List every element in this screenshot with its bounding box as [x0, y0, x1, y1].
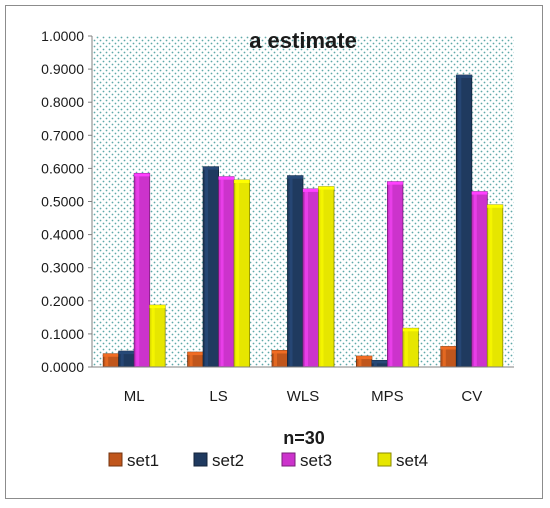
x-axis-title: n=30	[283, 428, 325, 448]
bar-cap	[456, 75, 472, 79]
y-tick-label: 1.0000	[41, 28, 84, 44]
bar-highlight	[220, 177, 224, 366]
bar-cap	[103, 353, 119, 357]
bar-cap	[272, 350, 288, 354]
legend-label-set3: set3	[300, 451, 332, 470]
bar-highlight	[236, 180, 240, 366]
bar-cap	[187, 352, 204, 356]
legend: set1 set2 set3 set4	[108, 451, 428, 470]
bar-highlight	[489, 205, 493, 366]
bar-cap	[218, 176, 235, 180]
bar-cap	[318, 186, 334, 190]
bar-cap	[356, 356, 372, 360]
bar-cap	[471, 191, 488, 195]
y-tick-label: 0.8000	[41, 94, 84, 110]
legend-swatch-set4	[377, 452, 392, 467]
bar-highlight	[151, 306, 155, 366]
bar-cap	[287, 175, 303, 179]
y-tick-label: 0.4000	[41, 227, 84, 243]
bar-cap	[402, 328, 419, 332]
bar-cap	[234, 179, 250, 183]
bar-highlight	[274, 351, 277, 366]
bar-highlight	[189, 353, 193, 366]
bar-highlight	[289, 176, 293, 366]
bar-highlight	[473, 192, 477, 366]
bar-highlight	[305, 189, 308, 366]
x-tick-label-LS: LS	[209, 388, 227, 405]
bar-highlight	[358, 357, 362, 366]
x-tick-label-MPS: MPS	[371, 388, 404, 405]
bar-highlight	[136, 174, 140, 366]
legend-label-set4: set4	[396, 451, 428, 470]
bar-cap	[371, 360, 388, 364]
y-tick-label: 0.3000	[41, 260, 84, 276]
legend-label-set2: set2	[212, 451, 244, 470]
bar-highlight	[320, 187, 324, 366]
bar-cap	[134, 173, 150, 177]
y-tick-label: 0.5000	[41, 194, 84, 210]
legend-swatch-set1	[108, 452, 123, 467]
x-tick-label-CV: CV	[461, 388, 482, 405]
y-tick-label: 0.6000	[41, 160, 84, 176]
bar-chart: 0.0000 0.1000 0.2000 0.3000 0.4000 0.5000 0.60…	[41, 28, 514, 470]
x-tick-label-WLS: WLS	[287, 388, 320, 405]
x-tick-label-ML: ML	[124, 388, 145, 405]
legend-swatch-set2	[193, 452, 208, 467]
bar-cap	[387, 181, 403, 185]
bar-highlight	[389, 182, 393, 366]
y-tick-label: 0.0000	[41, 359, 84, 375]
bar-highlight	[205, 167, 209, 366]
bar-cap	[149, 305, 166, 309]
y-tick-label: 0.9000	[41, 61, 84, 77]
bar-highlight	[458, 76, 462, 367]
bar-cap	[487, 204, 503, 208]
bar-highlight	[373, 361, 377, 366]
y-tick-label: 0.7000	[41, 127, 84, 143]
chart-title: a estimate	[249, 28, 357, 53]
bar-cap	[203, 166, 219, 170]
chart-frame: 0.0000 0.1000 0.2000 0.3000 0.4000 0.5000 0.60…	[5, 5, 543, 499]
bar-highlight	[442, 347, 446, 366]
bar-cap	[118, 351, 135, 355]
bar-highlight	[120, 352, 124, 366]
y-tick-label: 0.1000	[41, 326, 84, 342]
bar-cap	[303, 188, 319, 192]
legend-swatch-set3	[281, 452, 296, 467]
legend-label-set1: set1	[127, 451, 159, 470]
y-tick-label: 0.2000	[41, 293, 84, 309]
bar-cap	[440, 346, 457, 350]
bar-highlight	[105, 354, 109, 366]
bar-highlight	[404, 329, 408, 366]
